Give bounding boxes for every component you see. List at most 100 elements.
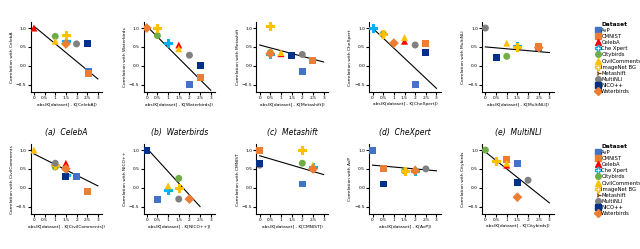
Point <box>152 26 163 30</box>
Point <box>308 167 318 171</box>
Point <box>152 34 163 38</box>
Legend: Dataset, AvP, CMNIST, CelebA, Che Xpert, Citybirds, CivilComments, ImageNet BG, : Dataset, AvP, CMNIST, CelebA, Che Xpert,… <box>595 22 640 94</box>
Point <box>399 39 410 43</box>
X-axis label: abs(K[dataset] - K[MultiNLI]): abs(K[dataset] - K[MultiNLI]) <box>487 102 549 106</box>
Point <box>512 161 522 165</box>
Point <box>502 161 512 165</box>
Point <box>420 41 431 45</box>
Point <box>61 175 71 179</box>
Point <box>287 53 297 57</box>
Point <box>502 163 512 167</box>
Point <box>297 163 307 167</box>
Point <box>163 41 173 45</box>
Point <box>265 52 275 56</box>
Point <box>61 167 71 171</box>
Point <box>50 165 60 169</box>
Point <box>534 46 544 50</box>
Point <box>82 189 92 193</box>
Point <box>410 167 420 171</box>
Point <box>152 197 163 201</box>
Point <box>61 52 71 56</box>
Point <box>378 32 388 36</box>
Point <box>534 45 544 49</box>
Point <box>378 32 388 36</box>
Point <box>29 26 39 30</box>
X-axis label: abs(K[dataset] - K[NICO++]): abs(K[dataset] - K[NICO++]) <box>148 224 211 228</box>
Point <box>512 180 522 184</box>
Point <box>276 51 286 55</box>
X-axis label: abs(K[dataset] - K[Metashift]): abs(K[dataset] - K[Metashift]) <box>260 102 324 106</box>
Point <box>512 44 522 48</box>
Y-axis label: Correlation with CMNIST: Correlation with CMNIST <box>236 153 239 206</box>
Y-axis label: Correlation with CivilComments: Correlation with CivilComments <box>10 145 14 214</box>
Point <box>410 83 420 87</box>
Point <box>367 148 378 152</box>
Point <box>308 165 318 169</box>
Point <box>308 58 318 62</box>
Point <box>163 186 173 190</box>
Y-axis label: Correlation with Citybirds: Correlation with Citybirds <box>461 152 465 207</box>
Point <box>184 53 195 57</box>
Point <box>50 163 60 167</box>
Point <box>50 34 60 38</box>
Point <box>297 53 307 57</box>
Point <box>534 46 544 50</box>
Y-axis label: Correlation with NICO++: Correlation with NICO++ <box>123 152 127 206</box>
Point <box>173 47 184 51</box>
Point <box>410 167 420 171</box>
Text: (c)  Metashift: (c) Metashift <box>267 128 317 137</box>
Point <box>255 161 265 165</box>
Legend: Dataset, AvP, CMNIST, CelebA, Che Xpert, Citybirds, CivilComments, ImageNet BG, : Dataset, AvP, CMNIST, CelebA, Che Xpert,… <box>595 144 640 216</box>
Point <box>50 161 60 165</box>
Point <box>491 159 501 163</box>
Point <box>83 69 93 73</box>
Point <box>491 56 501 60</box>
Point <box>50 39 60 43</box>
Point <box>152 34 163 38</box>
Point <box>141 148 152 152</box>
X-axis label: abs(K[dataset] - K[CelebA]): abs(K[dataset] - K[CelebA]) <box>36 102 96 106</box>
Y-axis label: Correlation with Waterbirds: Correlation with Waterbirds <box>123 27 127 87</box>
Point <box>512 45 522 49</box>
Point <box>308 163 318 167</box>
Point <box>72 42 82 46</box>
Point <box>410 43 420 47</box>
Point <box>512 195 522 199</box>
Point <box>173 176 184 180</box>
Point <box>61 39 71 43</box>
Point <box>388 41 399 45</box>
Y-axis label: Correlation with Metashift: Correlation with Metashift <box>236 29 239 85</box>
Point <box>184 83 195 87</box>
Point <box>184 197 195 201</box>
Point <box>297 69 307 73</box>
Point <box>195 64 205 68</box>
Point <box>265 24 275 28</box>
Point <box>72 175 82 179</box>
Point <box>83 71 93 75</box>
Text: (e)  MultiNLI: (e) MultiNLI <box>495 128 541 137</box>
X-axis label: abs(K[dataset] - K[AvP]): abs(K[dataset] - K[AvP]) <box>379 224 431 228</box>
Point <box>29 148 39 152</box>
Point <box>195 75 205 79</box>
Point <box>297 148 307 152</box>
Point <box>491 71 501 75</box>
Point <box>399 36 410 40</box>
Point <box>61 33 71 37</box>
Point <box>61 42 71 46</box>
Point <box>173 43 184 47</box>
Point <box>480 148 490 152</box>
Point <box>502 158 512 162</box>
Y-axis label: Correlation with MultiNLI: Correlation with MultiNLI <box>461 30 465 84</box>
Point <box>378 182 388 186</box>
Point <box>502 41 512 45</box>
Point <box>265 52 275 56</box>
Point <box>255 148 265 152</box>
Point <box>163 184 173 188</box>
Point <box>512 43 522 47</box>
Point <box>480 26 490 30</box>
Point <box>255 163 265 167</box>
Point <box>265 51 275 55</box>
Point <box>399 169 410 173</box>
Point <box>491 159 501 163</box>
Point <box>255 26 265 30</box>
